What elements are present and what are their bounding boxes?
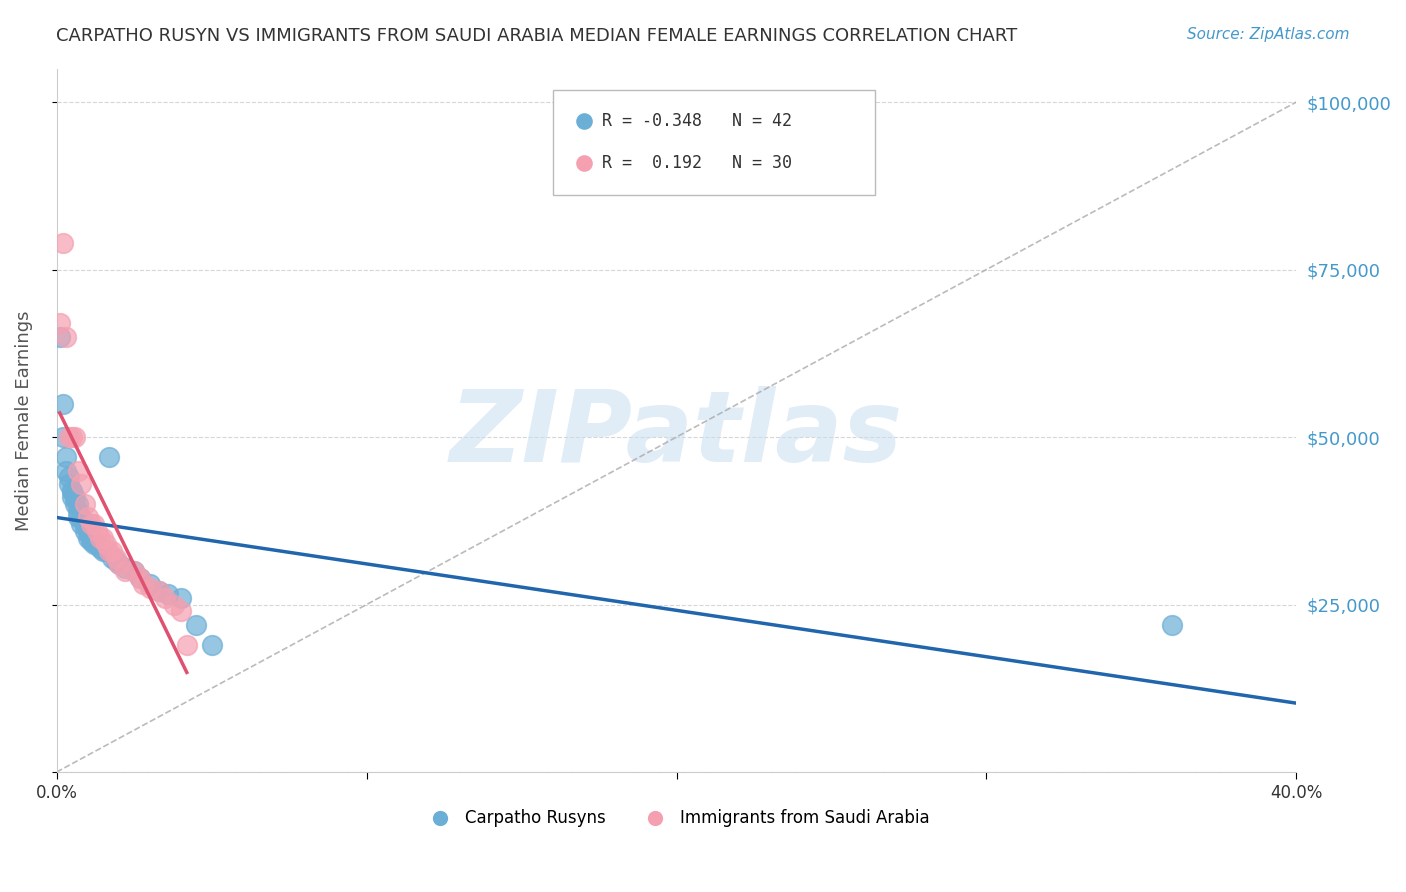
Point bbox=[1362, 765, 1385, 780]
Point bbox=[91, 544, 114, 558]
Point bbox=[63, 491, 86, 505]
Legend: Carpatho Rusyns, Immigrants from Saudi Arabia: Carpatho Rusyns, Immigrants from Saudi A… bbox=[416, 803, 936, 834]
Point bbox=[163, 598, 186, 612]
Point bbox=[91, 531, 114, 545]
Point bbox=[83, 537, 105, 551]
Point bbox=[107, 558, 129, 572]
Text: R = -0.348   N = 42: R = -0.348 N = 42 bbox=[602, 112, 792, 130]
FancyBboxPatch shape bbox=[553, 89, 875, 195]
Point bbox=[132, 577, 155, 591]
Point bbox=[76, 524, 98, 538]
Point bbox=[176, 638, 198, 652]
Point bbox=[55, 329, 77, 343]
Point bbox=[60, 483, 83, 498]
Point bbox=[48, 329, 70, 343]
Point bbox=[67, 504, 90, 518]
Point bbox=[184, 617, 207, 632]
Point bbox=[98, 544, 121, 558]
Point bbox=[80, 531, 103, 545]
Point bbox=[67, 510, 90, 524]
Point bbox=[73, 517, 96, 532]
Point bbox=[114, 560, 136, 574]
Point bbox=[58, 477, 80, 491]
Point bbox=[104, 550, 127, 565]
Point bbox=[148, 584, 170, 599]
Point bbox=[153, 591, 176, 605]
Point bbox=[58, 470, 80, 484]
Point bbox=[80, 517, 103, 532]
Point bbox=[48, 316, 70, 330]
Point bbox=[89, 531, 111, 545]
Point bbox=[86, 524, 108, 538]
Point bbox=[67, 497, 90, 511]
Point bbox=[83, 517, 105, 532]
Point bbox=[98, 450, 121, 464]
Point bbox=[129, 571, 152, 585]
Point bbox=[70, 517, 93, 532]
Point bbox=[52, 430, 75, 444]
Point bbox=[129, 571, 152, 585]
Point bbox=[86, 537, 108, 551]
Point bbox=[73, 524, 96, 538]
Point bbox=[60, 483, 83, 498]
Point bbox=[138, 581, 160, 595]
Point bbox=[114, 564, 136, 578]
Point bbox=[52, 396, 75, 410]
Point bbox=[70, 510, 93, 524]
Point bbox=[148, 584, 170, 599]
Y-axis label: Median Female Earnings: Median Female Earnings bbox=[15, 310, 32, 531]
Point bbox=[96, 544, 118, 558]
Point bbox=[52, 235, 75, 250]
Point bbox=[60, 491, 83, 505]
Text: Source: ZipAtlas.com: Source: ZipAtlas.com bbox=[1187, 27, 1350, 42]
Point bbox=[101, 550, 124, 565]
Point bbox=[67, 464, 90, 478]
Text: ZIPatlas: ZIPatlas bbox=[450, 386, 903, 483]
Point bbox=[58, 430, 80, 444]
Point bbox=[55, 450, 77, 464]
Point bbox=[60, 430, 83, 444]
Point bbox=[1161, 617, 1184, 632]
Point bbox=[76, 531, 98, 545]
Point bbox=[76, 510, 98, 524]
Point bbox=[63, 430, 86, 444]
Text: R =  0.192   N = 30: R = 0.192 N = 30 bbox=[602, 154, 792, 172]
Point bbox=[73, 497, 96, 511]
Point bbox=[80, 533, 103, 548]
Point bbox=[169, 591, 191, 605]
Text: CARPATHO RUSYN VS IMMIGRANTS FROM SAUDI ARABIA MEDIAN FEMALE EARNINGS CORRELATIO: CARPATHO RUSYN VS IMMIGRANTS FROM SAUDI … bbox=[56, 27, 1018, 45]
Point bbox=[101, 544, 124, 558]
Point bbox=[200, 638, 222, 652]
Point bbox=[107, 558, 129, 572]
Point bbox=[63, 497, 86, 511]
Point bbox=[1362, 765, 1385, 780]
Point bbox=[96, 537, 118, 551]
Point bbox=[122, 564, 145, 578]
Point bbox=[169, 604, 191, 618]
Point bbox=[122, 564, 145, 578]
Point bbox=[138, 577, 160, 591]
Point bbox=[70, 477, 93, 491]
Point bbox=[104, 554, 127, 568]
Point bbox=[157, 587, 180, 601]
Point bbox=[89, 541, 111, 555]
Point bbox=[55, 464, 77, 478]
